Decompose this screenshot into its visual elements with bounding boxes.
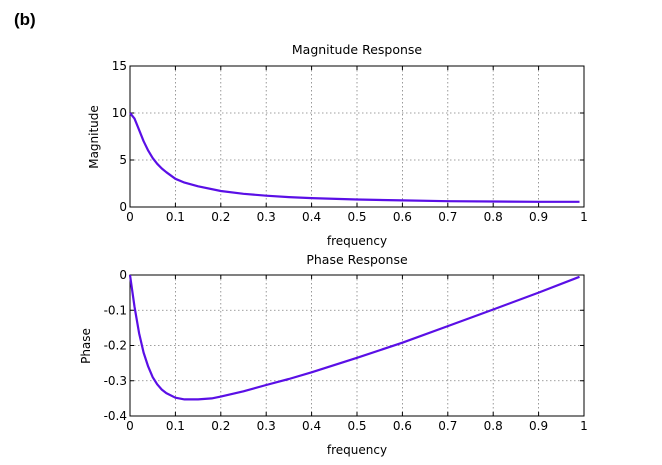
y-tick-label: -0.4 [104, 409, 127, 423]
x-tick-label: 0.5 [347, 210, 366, 224]
x-tick-label: 1 [580, 419, 588, 433]
x-tick-label: 0.3 [257, 210, 276, 224]
plot-frame [129, 274, 585, 417]
chart-title: Phase Response [306, 252, 408, 267]
y-tick-label: 10 [112, 106, 127, 120]
x-tick-label: 0.6 [393, 210, 412, 224]
plot-frame [129, 65, 585, 208]
y-tick-label: -0.1 [104, 303, 127, 317]
panel-label: (b) [14, 10, 36, 29]
x-tick-label: 0.6 [393, 419, 412, 433]
chart-title: Magnitude Response [292, 42, 423, 57]
y-tick-label: 0 [119, 268, 127, 282]
x-tick-label: 0.9 [529, 419, 548, 433]
x-tick-label: 1 [580, 210, 588, 224]
y-tick-label: 5 [119, 153, 127, 167]
x-axis-label: frequency [327, 443, 387, 457]
phase-chart: Phase Response frequency Phase 0 0.1 0.2 0.… [79, 252, 588, 457]
magnitude-chart: Magnitude Response frequency Magnitude 0… [87, 42, 588, 248]
y-axis-label: Phase [79, 328, 93, 364]
x-tick-label: 0.4 [302, 210, 321, 224]
x-tick-label: 0.8 [484, 210, 503, 224]
series-line [128, 274, 580, 401]
y-tick-label: 0 [119, 200, 127, 214]
x-tick-label: 0.3 [257, 419, 276, 433]
y-tick-label: -0.2 [104, 339, 127, 353]
x-tick-label: 0.1 [166, 419, 185, 433]
x-tick-label: 0.9 [529, 210, 548, 224]
x-tick-label: 0.7 [438, 210, 457, 224]
x-tick-label: 0 [126, 419, 134, 433]
x-tick-label: 0 [126, 210, 134, 224]
x-tick-label: 0.8 [484, 419, 503, 433]
x-tick-label: 0.4 [302, 419, 321, 433]
x-tick-label: 0.7 [438, 419, 457, 433]
y-tick-label: -0.3 [104, 374, 127, 388]
x-tick-label: 0.2 [211, 419, 230, 433]
x-tick-label: 0.5 [347, 419, 366, 433]
x-tick-label: 0.2 [211, 210, 230, 224]
x-axis-label: frequency [327, 234, 387, 248]
y-axis-label: Magnitude [87, 105, 101, 169]
y-tick-label: 15 [112, 59, 127, 73]
series-line [129, 112, 580, 203]
x-tick-label: 0.1 [166, 210, 185, 224]
